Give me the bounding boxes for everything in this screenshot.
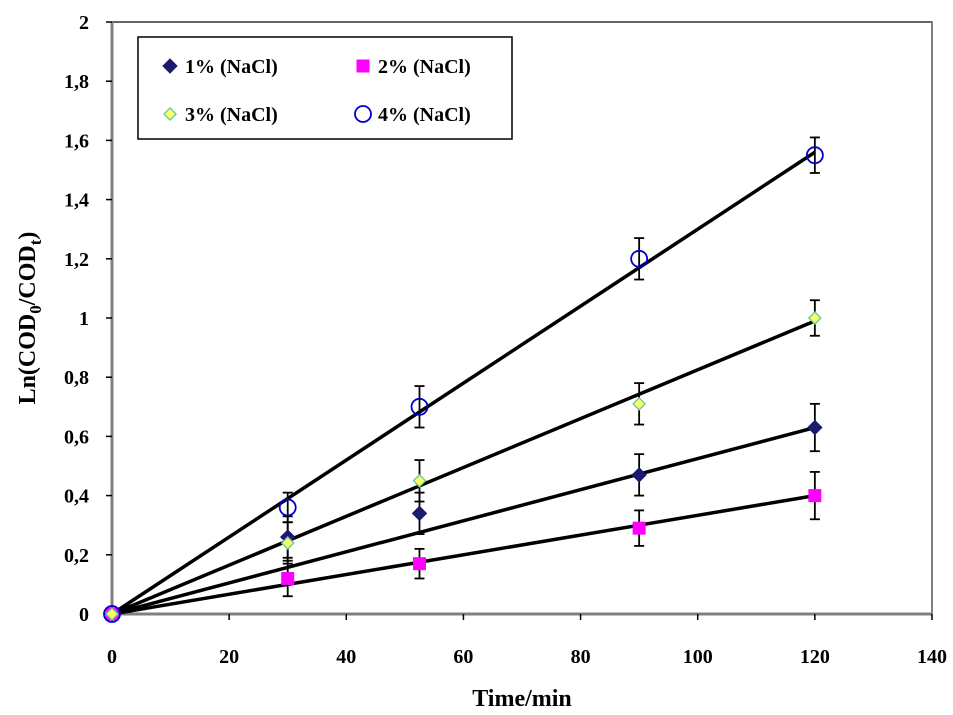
- y-tick-label: 0,8: [64, 367, 89, 389]
- y-tick-label: 1,4: [64, 190, 89, 212]
- y-axis-title-suffix: ): [15, 232, 41, 240]
- legend-frame: [137, 36, 513, 140]
- x-tick-label: 40: [336, 646, 356, 668]
- y-tick-label: 0,4: [64, 486, 89, 508]
- legend-label-3: 3% (NaCl): [185, 104, 278, 126]
- legend-label-4: 4% (NaCl): [378, 104, 471, 126]
- legend-label-2: 2% (NaCl): [378, 56, 471, 78]
- y-axis-title: Ln(COD0/CODt): [15, 232, 45, 405]
- fit-line-2: [111, 493, 816, 616]
- series-2-point: [281, 571, 295, 585]
- series-1-point: [807, 419, 823, 436]
- fit-line-1: [111, 425, 816, 616]
- series-4-point: [103, 605, 121, 623]
- y-tick-label: 1,2: [64, 249, 89, 271]
- legend-marker-2: [356, 59, 370, 73]
- series-4-point: [410, 397, 429, 416]
- series-4-point: [278, 498, 297, 517]
- legend-label-1: 1% (NaCl): [185, 56, 278, 78]
- x-tick-label: 120: [800, 646, 830, 668]
- series-1-point: [411, 505, 428, 522]
- x-tick-label: 140: [917, 646, 947, 668]
- x-tick-label: 60: [453, 646, 473, 668]
- series-4-point: [805, 146, 824, 165]
- series-2-point: [808, 489, 822, 503]
- fit-line-4: [111, 150, 816, 616]
- y-axis-title-middle: /COD: [15, 245, 41, 306]
- y-axis-title-sub1: 0: [26, 305, 45, 314]
- y-tick-label: 1,8: [64, 71, 89, 93]
- series-4-point: [630, 249, 649, 268]
- series-3-point: [412, 473, 427, 488]
- fit-lines: [111, 150, 816, 616]
- y-tick-label: 1: [79, 308, 89, 330]
- legend-marker-3: [163, 107, 177, 121]
- series-2-point: [413, 557, 426, 571]
- data-points: [103, 146, 824, 623]
- series-3-point: [807, 311, 822, 325]
- y-axis-title-sub2: t: [26, 239, 45, 245]
- y-tick-label: 0,2: [64, 545, 89, 567]
- x-tick-label: 100: [683, 646, 713, 668]
- axis-ticks: 0 20 40 60 80 100 120 140 0 0,2 0,4 0,6 0,8 1 1,2 1,4 1,…: [64, 12, 947, 668]
- x-tick-label: 20: [219, 646, 239, 668]
- fit-line-3: [111, 319, 816, 616]
- series-3-point: [632, 396, 647, 411]
- y-tick-label: 2: [79, 12, 89, 34]
- series-3-point: [280, 535, 295, 550]
- series-2-point: [632, 521, 646, 535]
- y-tick-label: 1,6: [64, 130, 89, 152]
- y-axis-title-prefix: Ln(COD: [15, 314, 41, 405]
- legend: 1% (NaCl) 2% (NaCl) 3% (NaCl) 4% (NaCl): [137, 36, 513, 140]
- x-axis-title: Time/min: [472, 686, 572, 712]
- series-1-point: [631, 467, 647, 483]
- y-tick-label: 0: [79, 604, 89, 626]
- x-tick-label: 80: [571, 646, 591, 668]
- y-tick-label: 0,6: [64, 426, 89, 448]
- legend-marker-1: [162, 58, 178, 74]
- series-3-point: [105, 607, 119, 621]
- legend-marker-4: [354, 105, 372, 123]
- x-tick-label: 0: [107, 646, 117, 668]
